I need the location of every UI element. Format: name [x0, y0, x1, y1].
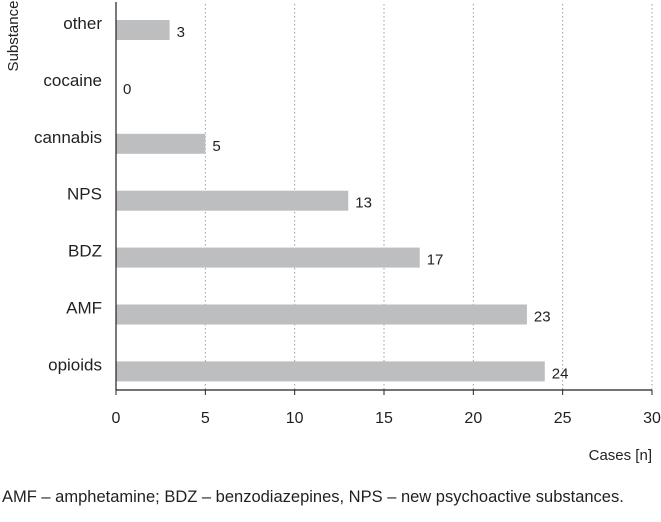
value-label-other: 3 — [177, 24, 185, 41]
footnote: AMF – amphetamine; BDZ – benzodiazepines… — [2, 488, 624, 506]
category-label-AMF: AMF — [66, 299, 102, 318]
bar-other — [116, 20, 170, 40]
bar-BDZ — [116, 247, 420, 268]
bar-cannabis — [116, 133, 206, 154]
category-label-other: other — [63, 14, 102, 33]
bar-NPS — [116, 190, 349, 211]
value-label-NPS: 13 — [355, 195, 372, 212]
x-tick-label-15: 15 — [375, 410, 393, 427]
category-labels: other cocaine cannabis NPS BDZ AMF opioids — [34, 14, 102, 374]
bar-opioids — [116, 361, 545, 382]
bars — [116, 20, 545, 382]
category-label-NPS: NPS — [67, 185, 102, 204]
bar-AMF — [116, 304, 527, 325]
x-tick-label-5: 5 — [201, 410, 210, 427]
value-label-opioids: 24 — [552, 365, 569, 382]
value-label-cannabis: 5 — [212, 138, 220, 155]
x-tick-label-25: 25 — [554, 410, 572, 427]
x-tick-label-20: 20 — [464, 410, 482, 427]
category-label-BDZ: BDZ — [68, 242, 102, 261]
category-label-cocaine: cocaine — [43, 71, 102, 90]
x-axis-ticks: 0 5 10 15 20 25 30 — [112, 390, 661, 427]
x-tick-label-30: 30 — [643, 410, 661, 427]
y-axis-title: Substance — [5, 1, 22, 72]
x-axis-title: Cases [n] — [589, 447, 652, 464]
value-label-BDZ: 17 — [427, 252, 444, 269]
value-label-AMF: 23 — [534, 309, 551, 326]
x-tick-label-10: 10 — [286, 410, 304, 427]
category-label-cannabis: cannabis — [34, 128, 102, 147]
x-tick-label-0: 0 — [112, 410, 121, 427]
value-label-cocaine: 0 — [123, 81, 131, 98]
category-label-opioids: opioids — [48, 355, 102, 374]
value-labels: 3 0 5 13 17 23 24 — [123, 24, 568, 382]
